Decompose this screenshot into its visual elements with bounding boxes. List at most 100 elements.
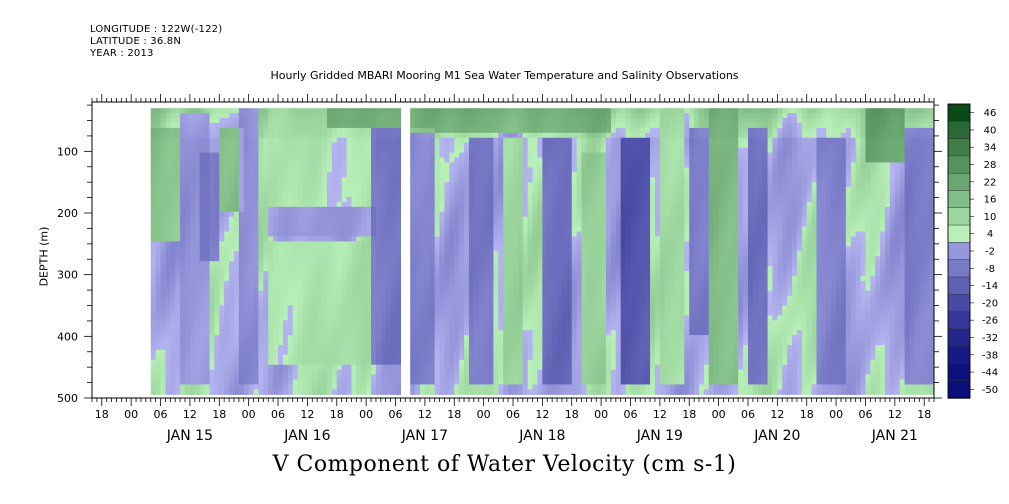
field-cell bbox=[150, 142, 157, 149]
field-cell bbox=[459, 187, 465, 193]
field-cell bbox=[552, 231, 558, 238]
field-cell bbox=[194, 192, 201, 198]
field-cell bbox=[273, 177, 279, 183]
field-cell bbox=[297, 216, 304, 223]
field-cell bbox=[449, 118, 455, 124]
field-cell bbox=[522, 221, 529, 228]
field-cell bbox=[390, 251, 397, 257]
field-cell bbox=[219, 310, 225, 316]
field-cell bbox=[571, 137, 578, 144]
field-cell bbox=[439, 349, 446, 356]
field-cell bbox=[356, 270, 362, 277]
field-cell bbox=[429, 221, 436, 228]
field-cell bbox=[478, 290, 485, 297]
field-cell bbox=[214, 152, 220, 159]
field-cell bbox=[150, 157, 157, 164]
field-cell bbox=[468, 359, 475, 366]
field-cell bbox=[214, 280, 220, 287]
field-cell bbox=[233, 157, 240, 164]
field-cell bbox=[380, 340, 387, 346]
field-cell bbox=[336, 206, 343, 213]
field-cell bbox=[444, 349, 450, 356]
field-cell bbox=[537, 201, 543, 208]
field-cell bbox=[219, 108, 225, 114]
field-cell bbox=[258, 147, 264, 154]
field-cell bbox=[366, 236, 372, 242]
field-cell bbox=[429, 122, 436, 129]
field-cell bbox=[341, 335, 348, 341]
field-cell bbox=[468, 226, 475, 233]
field-cell bbox=[459, 226, 465, 233]
field-cell bbox=[483, 157, 490, 164]
field-cell bbox=[571, 280, 578, 287]
field-cell bbox=[258, 122, 264, 129]
field-cell bbox=[204, 266, 211, 272]
field-cell bbox=[287, 349, 294, 356]
field-cell bbox=[155, 152, 162, 159]
field-cell bbox=[346, 127, 353, 134]
field-cell bbox=[160, 196, 167, 203]
field-cell bbox=[180, 221, 186, 228]
field-cell bbox=[336, 241, 343, 247]
field-cell bbox=[429, 132, 436, 139]
field-cell bbox=[390, 231, 397, 238]
field-cell bbox=[449, 310, 455, 316]
field-cell bbox=[287, 211, 294, 218]
field-cell bbox=[331, 325, 338, 331]
field-cell bbox=[424, 364, 431, 371]
field-cell bbox=[160, 364, 167, 371]
field-cell bbox=[542, 132, 548, 139]
field-cell bbox=[424, 349, 431, 356]
field-cell bbox=[278, 389, 284, 395]
field-cell bbox=[390, 132, 397, 139]
field-cell bbox=[268, 122, 274, 129]
field-cell bbox=[366, 231, 372, 238]
field-cell bbox=[444, 108, 450, 114]
field-cell bbox=[488, 157, 495, 164]
field-cell bbox=[498, 246, 504, 252]
field-cell bbox=[513, 216, 519, 223]
field-cell bbox=[155, 221, 162, 228]
field-cell bbox=[527, 325, 534, 331]
field-cell bbox=[209, 246, 215, 252]
field-cell bbox=[508, 290, 514, 297]
field-cell bbox=[561, 167, 568, 173]
field-cell bbox=[273, 290, 279, 297]
field-cell bbox=[292, 280, 299, 287]
field-cell bbox=[478, 226, 485, 233]
field-cell bbox=[449, 389, 455, 395]
field-cell bbox=[390, 192, 397, 198]
field-cell bbox=[498, 108, 504, 114]
field-cell bbox=[150, 384, 157, 390]
field-cell bbox=[449, 335, 455, 341]
field-cell bbox=[214, 246, 220, 252]
field-cell bbox=[371, 142, 377, 149]
field-cell bbox=[199, 310, 206, 316]
field-cell bbox=[488, 364, 495, 371]
field-cell bbox=[287, 201, 294, 208]
field-cell bbox=[513, 167, 519, 173]
field-cell bbox=[361, 196, 367, 203]
field-cell bbox=[380, 231, 387, 238]
field-cell bbox=[483, 344, 490, 351]
field-cell bbox=[498, 127, 504, 134]
field-cell bbox=[493, 147, 499, 154]
field-cell bbox=[513, 132, 519, 139]
field-cell bbox=[219, 340, 225, 346]
field-cell bbox=[385, 206, 392, 213]
field-cell bbox=[243, 320, 250, 326]
field-cell bbox=[424, 359, 431, 366]
field-cell bbox=[415, 325, 421, 331]
field-cell bbox=[180, 320, 186, 326]
field-cell bbox=[552, 132, 558, 139]
field-cell bbox=[292, 122, 299, 129]
field-cell bbox=[415, 147, 421, 154]
field-cell bbox=[253, 113, 260, 119]
field-cell bbox=[331, 118, 338, 124]
field-cell bbox=[366, 246, 372, 252]
field-cell bbox=[439, 231, 446, 238]
field-cell bbox=[160, 132, 167, 139]
field-cell bbox=[170, 236, 176, 242]
field-cell bbox=[307, 290, 313, 297]
field-cell bbox=[566, 118, 573, 124]
